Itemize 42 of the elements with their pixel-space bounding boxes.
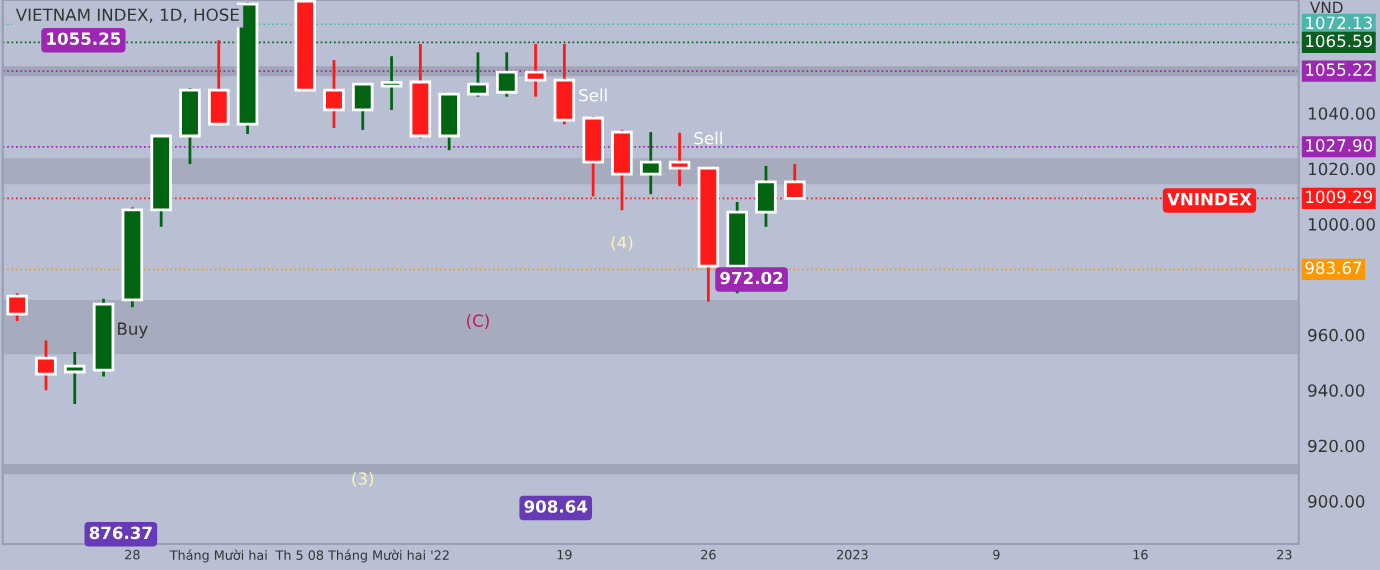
- candlestick: [524, 42, 547, 99]
- annotation: 908.64: [524, 500, 588, 513]
- ref-line-label: 983.67: [1305, 261, 1362, 275]
- y-tick-label: 920.00: [1308, 439, 1365, 453]
- candlestick: [6, 291, 28, 323]
- candlestick: [208, 38, 230, 126]
- y-tick-label: 960.00: [1308, 328, 1365, 342]
- annotation: (4): [611, 235, 633, 251]
- candlestick: [64, 350, 86, 406]
- y-tick-label: 1000.00: [1308, 218, 1375, 231]
- annotation: Sell: [579, 88, 607, 102]
- annotation: (C): [467, 314, 489, 329]
- annotation: (3): [352, 471, 374, 487]
- ref-line-label: 1055.22: [1306, 63, 1372, 76]
- candlestick: [496, 50, 518, 99]
- annotation: Sell: [694, 131, 722, 145]
- y-tick-label: 940.00: [1308, 384, 1365, 397]
- annotation: Buy: [118, 322, 148, 339]
- candlestick: [668, 131, 691, 188]
- annotation: 876.37: [89, 526, 152, 540]
- candlestick: [380, 54, 403, 112]
- y-tick-label: 1020.00: [1308, 162, 1375, 176]
- candlestick: [352, 81, 374, 132]
- candlestick: [582, 114, 604, 198]
- candlestick: [467, 50, 489, 99]
- ref-line-label: 1065.59: [1306, 34, 1373, 48]
- ref-line-label: 1009.29: [1306, 190, 1373, 204]
- annotation: VNINDEX: [1167, 192, 1252, 206]
- candlestick: [323, 58, 345, 130]
- candlestick: [438, 92, 460, 152]
- ref-line-label: 1072.13: [1306, 16, 1372, 30]
- annotation: 972.02: [720, 271, 783, 285]
- candlestick: [640, 130, 662, 196]
- y-tick-label: 1040.00: [1308, 107, 1375, 120]
- y-tick-label: 900.00: [1308, 495, 1365, 508]
- candlestick: [179, 86, 201, 166]
- chart-title: VIETNAM INDEX, 1D, HOSE: [15, 8, 239, 23]
- ref-line-label: 1027.90: [1306, 139, 1373, 152]
- candlestick: [35, 339, 57, 392]
- candlestick: [755, 164, 777, 229]
- candlestick: [553, 42, 576, 126]
- annotation: 1055.25: [47, 32, 121, 45]
